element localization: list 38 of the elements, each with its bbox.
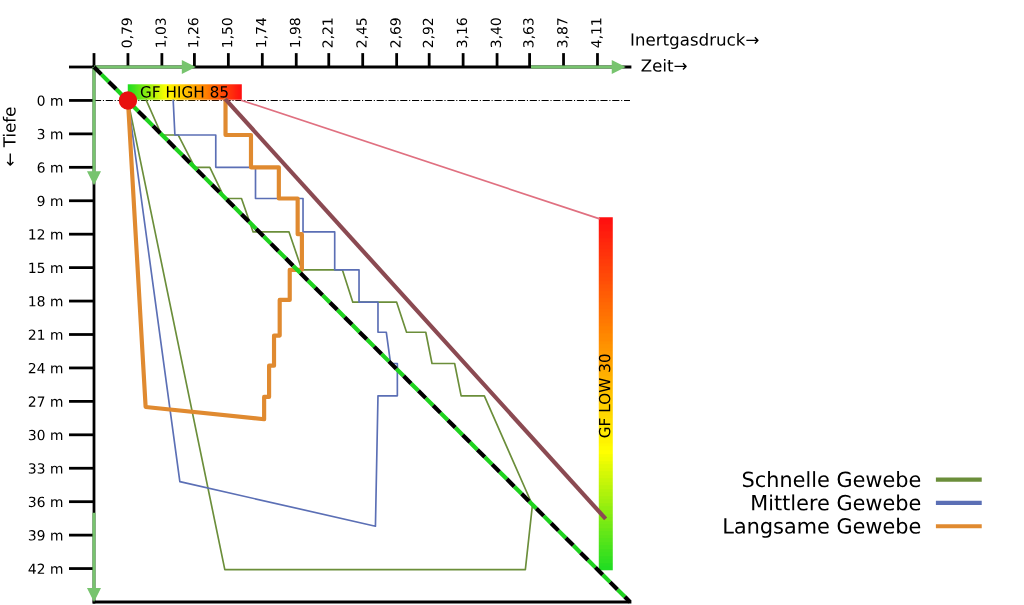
x-tick-label: 1,03 xyxy=(155,18,168,47)
y-tick-label: 30 m xyxy=(28,429,63,441)
x-tick-label: 2,21 xyxy=(322,18,335,48)
y-tick-label: 18 m xyxy=(29,296,63,307)
y-tick-label: 36 m xyxy=(28,496,63,508)
y-tick-label: 24 m xyxy=(28,362,63,374)
x-tick-label: 3,16 xyxy=(456,18,469,48)
x-axis-title: Inertgasdruck→ xyxy=(631,32,759,50)
y-tick-label: 39 m xyxy=(28,530,63,541)
legend-label: Langsame Gewebe xyxy=(724,517,921,538)
legend-label: Schnelle Gewebe xyxy=(742,471,921,488)
x-tick-label: 3,87 xyxy=(557,18,569,48)
y-tick-label: 9 m xyxy=(37,195,63,207)
y-tick-label: 3 m xyxy=(37,128,63,140)
x-tick-label: 1,74 xyxy=(256,18,268,47)
x-tick-label: 0,79 xyxy=(121,18,134,48)
y-tick-label: 15 m xyxy=(29,262,63,274)
y-tick-label: 42 m xyxy=(28,563,63,574)
text: Zeit→ xyxy=(641,58,687,72)
x-tick-label: 2,69 xyxy=(390,18,403,48)
x-tick-label: 1,50 xyxy=(221,18,234,47)
y-axis-title: ← Tiefe xyxy=(2,107,16,166)
x-tick-label: 3,63 xyxy=(523,18,536,48)
y-tick-label: 0 m xyxy=(37,95,63,106)
y-tick-label: 33 m xyxy=(28,463,63,474)
x-tick-label: 2,45 xyxy=(356,18,369,48)
x-tick-label: 1,26 xyxy=(187,18,200,47)
x-tick-label: 4,11 xyxy=(591,18,603,48)
x-tick-label: 2,92 xyxy=(422,18,435,48)
y-tick-label: 6 m xyxy=(37,162,63,173)
legend-label: Mittlere Gewebe xyxy=(752,494,921,511)
y-tick-label: 12 m xyxy=(29,229,63,240)
x-tick-label: 1,98 xyxy=(289,18,302,47)
annotation: GF LOW 30 xyxy=(598,354,611,438)
y-tick-label: 21 m xyxy=(28,329,63,340)
x-tick-label: 3,40 xyxy=(490,18,503,48)
annotation: GF HIGH 85 xyxy=(140,86,228,98)
y-tick-label: 27 m xyxy=(28,396,63,407)
